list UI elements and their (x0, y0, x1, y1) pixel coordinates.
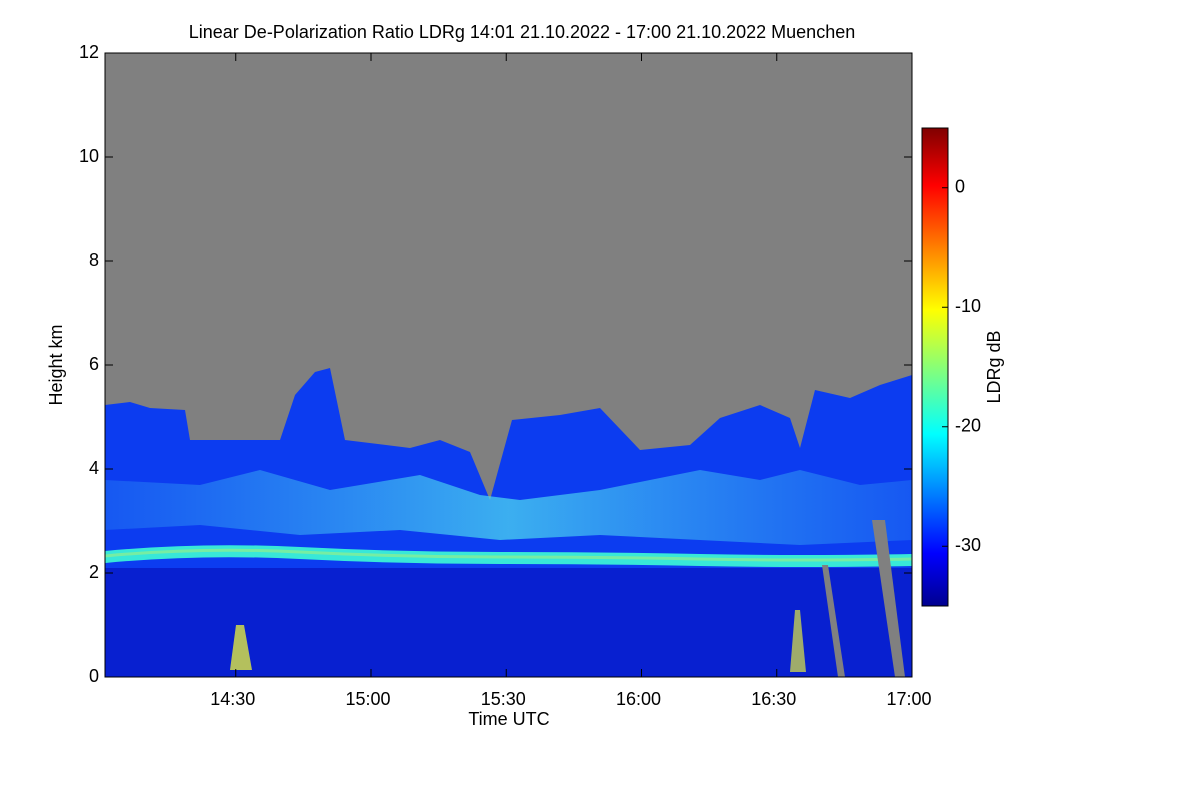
y-tick-label: 6 (89, 354, 99, 374)
x-tick-label: 15:00 (345, 689, 390, 709)
y-axis-label: Height km (46, 324, 66, 405)
colorbar-tick-label: -10 (955, 296, 981, 316)
y-tick-label: 4 (89, 458, 99, 478)
colorbar-label: LDRg dB (984, 330, 1004, 403)
colorbar-tick-label: -20 (955, 416, 981, 436)
x-tick-label: 16:00 (616, 689, 661, 709)
x-tick-label: 16:30 (751, 689, 796, 709)
colorbar (921, 127, 949, 607)
x-axis-label: Time UTC (468, 709, 549, 729)
colorbar-tick-label: 0 (955, 177, 965, 197)
chart-title: Linear De-Polarization Ratio LDRg 14:01 … (189, 22, 855, 42)
y-tick-label: 8 (89, 250, 99, 270)
x-tick-label: 17:00 (886, 689, 931, 709)
x-tick-label: 15:30 (481, 689, 526, 709)
y-tick-label: 2 (89, 562, 99, 582)
heatmap-field (105, 53, 912, 677)
y-tick-label: 12 (79, 42, 99, 62)
y-tick-label: 10 (79, 146, 99, 166)
colorbar-tick-label: -30 (955, 535, 981, 555)
y-tick-label: 0 (89, 666, 99, 686)
x-tick-label: 14:30 (210, 689, 255, 709)
